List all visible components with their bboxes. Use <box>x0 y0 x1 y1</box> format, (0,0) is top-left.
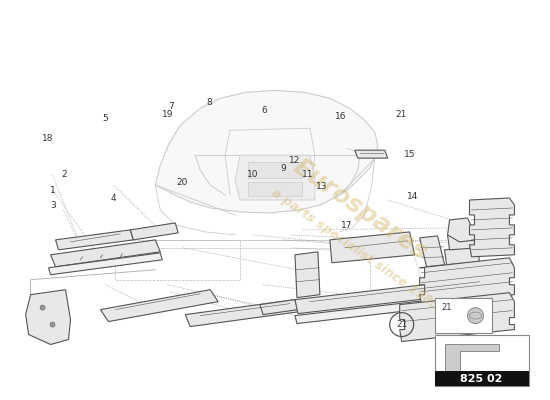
Polygon shape <box>470 198 514 257</box>
Polygon shape <box>448 233 477 250</box>
Polygon shape <box>420 258 514 305</box>
Text: 18: 18 <box>42 134 53 143</box>
Text: 8: 8 <box>206 98 212 107</box>
Polygon shape <box>355 150 388 158</box>
Polygon shape <box>295 294 486 324</box>
Polygon shape <box>235 155 315 200</box>
Text: 825 02: 825 02 <box>460 374 503 384</box>
Polygon shape <box>185 300 300 326</box>
Polygon shape <box>295 278 487 314</box>
Text: 5: 5 <box>102 114 108 123</box>
Text: 20: 20 <box>176 178 188 186</box>
Polygon shape <box>330 232 415 263</box>
Text: 2: 2 <box>61 170 67 178</box>
Text: 1: 1 <box>50 186 56 194</box>
Text: 13: 13 <box>316 182 327 190</box>
Polygon shape <box>248 182 302 196</box>
Text: 6: 6 <box>261 106 267 115</box>
Circle shape <box>40 305 45 310</box>
FancyBboxPatch shape <box>434 298 492 332</box>
Text: 11: 11 <box>302 170 314 178</box>
Polygon shape <box>444 247 480 265</box>
Polygon shape <box>48 253 162 275</box>
Text: 21: 21 <box>396 320 408 329</box>
Text: 17: 17 <box>340 222 352 230</box>
Polygon shape <box>248 162 302 178</box>
Polygon shape <box>56 230 133 250</box>
Text: a parts specialist since 1985: a parts specialist since 1985 <box>268 187 441 313</box>
Polygon shape <box>295 252 320 298</box>
Polygon shape <box>51 240 160 267</box>
Polygon shape <box>155 90 378 213</box>
Polygon shape <box>448 218 477 242</box>
Circle shape <box>468 308 483 324</box>
FancyBboxPatch shape <box>434 334 529 386</box>
Text: 16: 16 <box>335 112 346 121</box>
Text: 19: 19 <box>162 110 174 119</box>
Polygon shape <box>101 290 218 322</box>
Text: 4: 4 <box>111 194 116 202</box>
Polygon shape <box>260 300 298 315</box>
Text: 7: 7 <box>168 102 174 111</box>
Polygon shape <box>130 223 178 240</box>
Polygon shape <box>444 344 499 372</box>
Text: 15: 15 <box>404 150 415 159</box>
Text: 21: 21 <box>442 303 452 312</box>
Text: 14: 14 <box>406 192 418 200</box>
Text: 21: 21 <box>395 110 407 119</box>
Polygon shape <box>26 290 70 344</box>
Text: 10: 10 <box>248 170 259 178</box>
Text: 9: 9 <box>280 164 286 173</box>
Polygon shape <box>400 293 514 342</box>
Text: 3: 3 <box>50 202 56 210</box>
Circle shape <box>50 322 55 327</box>
Text: 12: 12 <box>289 156 300 165</box>
Text: Eurospares: Eurospares <box>288 155 432 265</box>
FancyBboxPatch shape <box>434 372 529 386</box>
Polygon shape <box>420 236 444 267</box>
